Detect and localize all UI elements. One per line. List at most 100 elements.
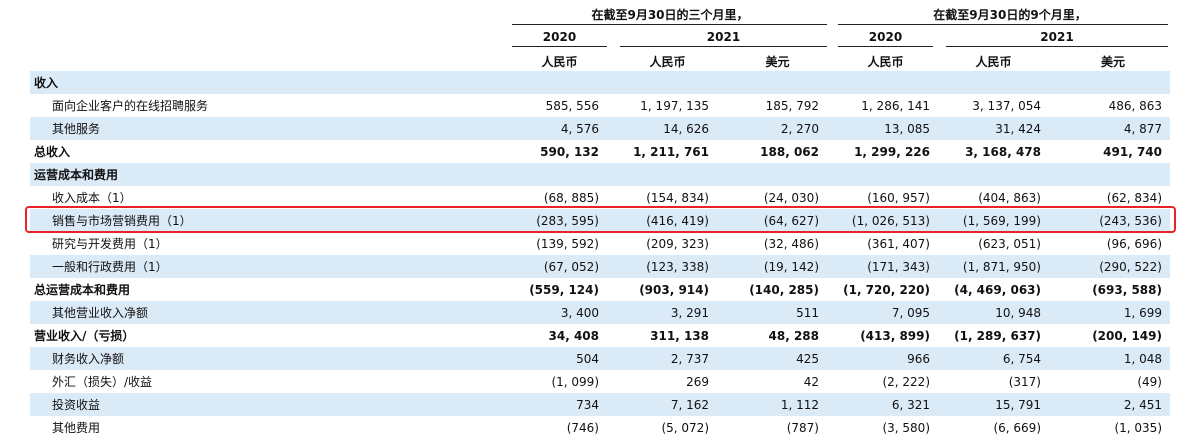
table-row: 收入 — [30, 71, 1170, 94]
row-label: 销售与市场营销费用（1） — [30, 209, 512, 232]
table-body: 收入面向企业客户的在线招聘服务 585, 556 1, 197, 135 185, 7… — [30, 71, 1170, 439]
cell-value: (5, 072) — [661, 420, 709, 435]
cell-value: (404, 863) — [978, 190, 1041, 205]
cell-value: (413, 899) — [860, 328, 930, 343]
cell-value: 14, 626 — [607, 117, 717, 140]
cell-value: 188, 062 — [760, 144, 819, 159]
cell-value: 269 — [686, 374, 709, 389]
cell-value: (746) — [566, 420, 599, 435]
cell-value — [717, 163, 827, 186]
cell-value: (559, 124) — [529, 282, 599, 297]
divider-year — [512, 46, 607, 47]
row-label: 财务收入净额 — [30, 347, 512, 370]
divider-year — [946, 46, 1168, 47]
cell-value: (2, 222) — [882, 374, 930, 389]
divider-group2 — [838, 24, 1168, 25]
cell-value: (290, 522) — [1049, 255, 1170, 278]
cell-value: 1, 112 — [717, 393, 827, 416]
cell-value: (68, 885) — [543, 190, 599, 205]
row-label: 营业收入/（亏损） — [34, 329, 135, 343]
cell-value: 504 — [512, 347, 607, 370]
table-row: 其他服务 4, 576 14, 626 2, 270 13, 085 31, 424 4, … — [30, 117, 1170, 140]
cell-value: (243, 536) — [1049, 209, 1170, 232]
year-header: 2021 — [706, 30, 741, 44]
table-row: 一般和行政费用（1） (67, 052) (123, 338) (19, 142) (1… — [30, 255, 1170, 278]
row-label: 研究与开发费用（1） — [52, 237, 168, 251]
cell-value: 486, 863 — [1108, 98, 1162, 113]
cell-value: (1, 026, 513) — [827, 209, 938, 232]
year-header: 2020 — [868, 30, 903, 44]
row-label: 外汇（损失）/收益 — [52, 375, 153, 389]
cell-value: (1, 871, 950) — [938, 255, 1049, 278]
cell-value: (1, 720, 220) — [843, 282, 930, 297]
year-header: 2021 — [1040, 30, 1074, 44]
table-row: 营业收入/（亏损） 34, 408 311, 138 48, 288 (413, 899… — [30, 324, 1170, 347]
row-label: 收入成本（1） — [52, 191, 132, 205]
cell-value: (19, 142) — [717, 255, 827, 278]
row-label: 其他费用 — [52, 421, 101, 435]
table-row: 销售与市场营销费用（1） (283, 595) (416, 419) (64, 627… — [30, 209, 1170, 232]
cell-value: 1, 286, 141 — [861, 98, 930, 113]
cell-value: 1, 211, 761 — [633, 144, 709, 159]
cell-value: 13, 085 — [827, 117, 938, 140]
cell-value: (96, 696) — [1106, 236, 1162, 251]
cell-value: (283, 595) — [512, 209, 607, 232]
cell-value: 48, 288 — [768, 328, 819, 343]
table-row: 投资收益 734 7, 162 1, 112 6, 321 15, 791 2, 451 — [30, 393, 1170, 416]
table-row: 运营成本和费用 — [30, 163, 1170, 186]
table-row: 其他费用 (746) (5, 072) (787) (3, 580) (6, 669) (1… — [30, 416, 1170, 439]
table-row: 财务收入净额 504 2, 737 425 966 6, 754 1, 048 — [30, 347, 1170, 370]
cell-value: (32, 486) — [763, 236, 819, 251]
cell-value: 4, 877 — [1049, 117, 1170, 140]
cell-value: (1, 289, 637) — [954, 328, 1041, 343]
cell-value: 7, 095 — [827, 301, 938, 324]
cell-value: 7, 162 — [607, 393, 717, 416]
cell-value: 31, 424 — [938, 117, 1049, 140]
row-label: 面向企业客户的在线招聘服务 — [52, 99, 209, 113]
cell-value — [1049, 71, 1170, 94]
cell-value: (154, 834) — [646, 190, 709, 205]
cell-value: 3, 137, 054 — [972, 98, 1041, 113]
cell-value: 2, 451 — [1049, 393, 1170, 416]
divider-year — [620, 46, 827, 47]
cell-value: (1, 099) — [551, 374, 599, 389]
cell-value: (139, 592) — [536, 236, 599, 251]
cell-value: 3, 168, 478 — [965, 144, 1041, 159]
table-row: 其他营业收入净额 3, 400 3, 291 511 7, 095 10, 948 1, 6… — [30, 301, 1170, 324]
cell-value: (1, 035) — [1114, 420, 1162, 435]
cell-value: (4, 469, 063) — [954, 282, 1041, 297]
cell-value: 1, 299, 226 — [854, 144, 930, 159]
row-label: 一般和行政费用（1） — [30, 255, 512, 278]
cell-value: (6, 669) — [993, 420, 1041, 435]
cell-value — [512, 163, 607, 186]
cell-value: (317) — [1008, 374, 1041, 389]
cell-value: (200, 149) — [1092, 328, 1162, 343]
cell-value: (209, 323) — [646, 236, 709, 251]
divider-year — [838, 46, 933, 47]
cell-value: 6, 321 — [827, 393, 938, 416]
cell-value: (123, 338) — [607, 255, 717, 278]
table-row: 总运营成本和费用 (559, 124) (903, 914) (140, 285) (1… — [30, 278, 1170, 301]
cell-value: (49) — [1137, 374, 1162, 389]
cell-value: 1, 197, 135 — [640, 98, 709, 113]
cell-value: (693, 588) — [1092, 282, 1162, 297]
group-title-nine-months: 在截至9月30日的9个月里， — [933, 8, 1087, 22]
cell-value: (416, 419) — [607, 209, 717, 232]
cell-value: 511 — [717, 301, 827, 324]
cell-value: 425 — [717, 347, 827, 370]
cell-value: (171, 343) — [827, 255, 938, 278]
table-row: 外汇（损失）/收益 (1, 099) 269 42 (2, 222) (317) (49) — [30, 370, 1170, 393]
table-row: 收入成本（1） (68, 885) (154, 834) (24, 030) (160,… — [30, 186, 1170, 209]
cell-value: 585, 556 — [545, 98, 599, 113]
cell-value: (903, 914) — [639, 282, 709, 297]
cell-value — [717, 71, 827, 94]
row-label: 总收入 — [34, 145, 71, 159]
currency-header: 美元 — [765, 55, 790, 69]
cell-value: (361, 407) — [867, 236, 930, 251]
currency-header: 人民币 — [541, 55, 578, 69]
cell-value: (67, 052) — [512, 255, 607, 278]
cell-value: 185, 792 — [765, 98, 819, 113]
cell-value: 2, 270 — [717, 117, 827, 140]
row-label: 总运营成本和费用 — [34, 283, 131, 297]
cell-value — [938, 71, 1049, 94]
